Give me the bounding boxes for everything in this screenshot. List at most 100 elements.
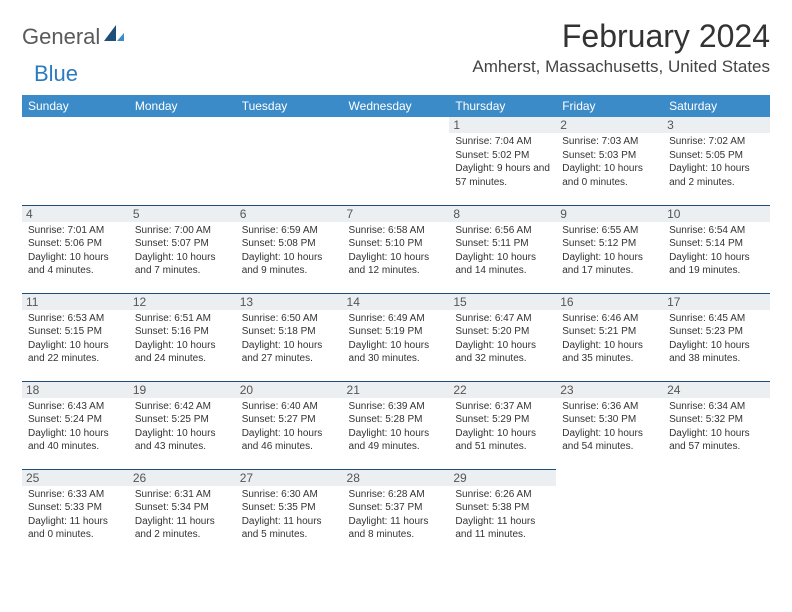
day-number: 26 [129, 470, 236, 486]
day-detail-text: Sunrise: 6:36 AMSunset: 5:30 PMDaylight:… [562, 400, 657, 454]
calendar-week-row: 11 Sunrise: 6:53 AMSunset: 5:15 PMDayligh… [22, 293, 770, 381]
calendar-day-cell: 8 Sunrise: 6:56 AMSunset: 5:11 PMDaylight… [449, 205, 556, 293]
calendar-day-cell: 2 Sunrise: 7:03 AMSunset: 5:03 PMDaylight… [556, 117, 663, 205]
calendar-day-cell [236, 117, 343, 205]
day-detail-text: Sunrise: 6:30 AMSunset: 5:35 PMDaylight:… [242, 488, 337, 542]
day-number: 16 [556, 294, 663, 310]
day-detail-text: Sunrise: 6:50 AMSunset: 5:18 PMDaylight:… [242, 312, 337, 366]
location-subtitle: Amherst, Massachusetts, United States [472, 57, 770, 77]
day-number: 13 [236, 294, 343, 310]
day-number: 7 [343, 206, 450, 222]
weekday-header-row: Sunday Monday Tuesday Wednesday Thursday… [22, 95, 770, 117]
day-number: 19 [129, 382, 236, 398]
day-number: 1 [449, 117, 556, 133]
calendar-day-cell: 12Sunrise: 6:51 AMSunset: 5:16 PMDayligh… [129, 293, 236, 381]
title-block: February 2024 Amherst, Massachusetts, Un… [472, 18, 770, 77]
day-number: 27 [236, 470, 343, 486]
day-number: 10 [663, 206, 770, 222]
day-number: 18 [22, 382, 129, 398]
calendar-day-cell [343, 117, 450, 205]
calendar-day-cell: 29 Sunrise: 6:26 AMSunset: 5:38 PMDayligh… [449, 469, 556, 557]
day-number: 5 [129, 206, 236, 222]
weekday-header: Sunday [22, 95, 129, 117]
day-number: 11 [22, 294, 129, 310]
calendar-day-cell: 7 Sunrise: 6:58 AMSunset: 5:10 PMDaylight… [343, 205, 450, 293]
day-detail-text: Sunrise: 6:51 AMSunset: 5:16 PMDaylight:… [135, 312, 230, 366]
calendar-day-cell [129, 117, 236, 205]
day-number: 8 [449, 206, 556, 222]
day-number: 4 [22, 206, 129, 222]
calendar-day-cell: 20 Sunrise: 6:40 AMSunset: 5:27 PMDayligh… [236, 381, 343, 469]
calendar-day-cell: 17Sunrise: 6:45 AMSunset: 5:23 PMDayligh… [663, 293, 770, 381]
calendar-day-cell [556, 469, 663, 557]
calendar-day-cell: 14 Sunrise: 6:49 AMSunset: 5:19 PMDayligh… [343, 293, 450, 381]
calendar-day-cell: 19 Sunrise: 6:42 AMSunset: 5:25 PMDayligh… [129, 381, 236, 469]
day-detail-text: Sunrise: 6:26 AMSunset: 5:38 PMDaylight:… [455, 488, 550, 542]
day-detail-text: Sunrise: 6:39 AMSunset: 5:28 PMDaylight:… [349, 400, 444, 454]
calendar-day-cell: 4 Sunrise: 7:01 AMSunset: 5:06 PMDaylight… [22, 205, 129, 293]
weekday-header: Saturday [663, 95, 770, 117]
day-number: 20 [236, 382, 343, 398]
calendar-day-cell: 11 Sunrise: 6:53 AMSunset: 5:15 PMDayligh… [22, 293, 129, 381]
day-number: 15 [449, 294, 556, 310]
calendar-day-cell: 5Sunrise: 7:00 AMSunset: 5:07 PMDaylight… [129, 205, 236, 293]
calendar-day-cell: 9 Sunrise: 6:55 AMSunset: 5:12 PMDaylight… [556, 205, 663, 293]
day-detail-text: Sunrise: 7:02 AMSunset: 5:05 PMDaylight:… [669, 135, 764, 189]
calendar-day-cell: 23 Sunrise: 6:36 AMSunset: 5:30 PMDayligh… [556, 381, 663, 469]
day-detail-text: Sunrise: 6:47 AMSunset: 5:20 PMDaylight:… [455, 312, 550, 366]
weekday-header: Friday [556, 95, 663, 117]
calendar-day-cell: 28 Sunrise: 6:28 AMSunset: 5:37 PMDayligh… [343, 469, 450, 557]
day-detail-text: Sunrise: 6:40 AMSunset: 5:27 PMDaylight:… [242, 400, 337, 454]
calendar-week-row: 18 Sunrise: 6:43 AMSunset: 5:24 PMDayligh… [22, 381, 770, 469]
day-detail-text: Sunrise: 6:33 AMSunset: 5:33 PMDaylight:… [28, 488, 123, 542]
calendar-week-row: 4 Sunrise: 7:01 AMSunset: 5:06 PMDaylight… [22, 205, 770, 293]
day-detail-text: Sunrise: 6:55 AMSunset: 5:12 PMDaylight:… [562, 224, 657, 278]
calendar-day-cell [22, 117, 129, 205]
calendar-day-cell: 21 Sunrise: 6:39 AMSunset: 5:28 PMDayligh… [343, 381, 450, 469]
calendar-day-cell: 15 Sunrise: 6:47 AMSunset: 5:20 PMDayligh… [449, 293, 556, 381]
calendar-day-cell: 13 Sunrise: 6:50 AMSunset: 5:18 PMDayligh… [236, 293, 343, 381]
weekday-header: Wednesday [343, 95, 450, 117]
day-detail-text: Sunrise: 6:53 AMSunset: 5:15 PMDaylight:… [28, 312, 123, 366]
logo-sail-icon [102, 23, 126, 49]
logo-text-2: Blue [34, 61, 78, 86]
calendar-day-cell: 25Sunrise: 6:33 AMSunset: 5:33 PMDayligh… [22, 469, 129, 557]
calendar-week-row: 1 Sunrise: 7:04 AMSunset: 5:02 PMDaylight… [22, 117, 770, 205]
day-detail-text: Sunrise: 6:59 AMSunset: 5:08 PMDaylight:… [242, 224, 337, 278]
day-detail-text: Sunrise: 6:34 AMSunset: 5:32 PMDaylight:… [669, 400, 764, 454]
day-detail-text: Sunrise: 7:03 AMSunset: 5:03 PMDaylight:… [562, 135, 657, 189]
logo-text-1: General [22, 24, 100, 50]
logo: General [22, 24, 126, 50]
day-detail-text: Sunrise: 6:28 AMSunset: 5:37 PMDaylight:… [349, 488, 444, 542]
day-number: 3 [663, 117, 770, 133]
day-detail-text: Sunrise: 6:42 AMSunset: 5:25 PMDaylight:… [135, 400, 230, 454]
calendar-day-cell: 10Sunrise: 6:54 AMSunset: 5:14 PMDayligh… [663, 205, 770, 293]
calendar-day-cell: 24Sunrise: 6:34 AMSunset: 5:32 PMDayligh… [663, 381, 770, 469]
calendar-day-cell: 26 Sunrise: 6:31 AMSunset: 5:34 PMDayligh… [129, 469, 236, 557]
day-number: 9 [556, 206, 663, 222]
day-detail-text: Sunrise: 7:01 AMSunset: 5:06 PMDaylight:… [28, 224, 123, 278]
day-number: 29 [449, 470, 556, 486]
calendar-week-row: 25Sunrise: 6:33 AMSunset: 5:33 PMDayligh… [22, 469, 770, 557]
day-number: 23 [556, 382, 663, 398]
day-number: 2 [556, 117, 663, 133]
day-detail-text: Sunrise: 6:56 AMSunset: 5:11 PMDaylight:… [455, 224, 550, 278]
calendar-day-cell: 3 Sunrise: 7:02 AMSunset: 5:05 PMDaylight… [663, 117, 770, 205]
day-detail-text: Sunrise: 6:45 AMSunset: 5:23 PMDaylight:… [669, 312, 764, 366]
day-number: 21 [343, 382, 450, 398]
calendar-table: Sunday Monday Tuesday Wednesday Thursday… [22, 95, 770, 557]
day-detail-text: Sunrise: 6:31 AMSunset: 5:34 PMDaylight:… [135, 488, 230, 542]
day-number: 14 [343, 294, 450, 310]
day-number: 22 [449, 382, 556, 398]
month-title: February 2024 [472, 18, 770, 55]
day-detail-text: Sunrise: 7:04 AMSunset: 5:02 PMDaylight:… [455, 135, 550, 189]
calendar-day-cell: 1 Sunrise: 7:04 AMSunset: 5:02 PMDaylight… [449, 117, 556, 205]
day-detail-text: Sunrise: 6:58 AMSunset: 5:10 PMDaylight:… [349, 224, 444, 278]
calendar-day-cell: 22 Sunrise: 6:37 AMSunset: 5:29 PMDayligh… [449, 381, 556, 469]
weekday-header: Monday [129, 95, 236, 117]
day-detail-text: Sunrise: 6:49 AMSunset: 5:19 PMDaylight:… [349, 312, 444, 366]
day-number: 28 [343, 470, 450, 486]
day-detail-text: Sunrise: 6:37 AMSunset: 5:29 PMDaylight:… [455, 400, 550, 454]
day-detail-text: Sunrise: 6:43 AMSunset: 5:24 PMDaylight:… [28, 400, 123, 454]
weekday-header: Tuesday [236, 95, 343, 117]
